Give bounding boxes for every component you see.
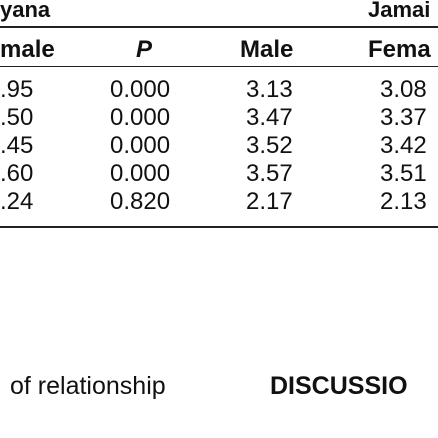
table-cell: .45 (0, 132, 34, 159)
group-header: yana (0, 0, 51, 22)
table-cell: 0.000 (110, 104, 171, 131)
table-cell: .24 (0, 188, 34, 215)
rule (0, 226, 438, 228)
table-cell: .50 (0, 104, 34, 131)
rule (0, 66, 438, 67)
table-cell: 3.51 (380, 160, 427, 187)
group-header: Jamai (368, 0, 431, 22)
section-heading: DISCUSSIO (270, 372, 408, 400)
rule (0, 26, 438, 28)
table-cell: 0.000 (110, 76, 171, 103)
table-cell: 2.17 (246, 188, 293, 215)
table-cell: 3.13 (246, 76, 293, 103)
table-cell: 3.37 (380, 104, 427, 131)
column-header: Male (240, 36, 294, 63)
table-cell: 0.000 (110, 160, 171, 187)
table-cell: .95 (0, 76, 34, 103)
table-cell: 2.13 (380, 188, 427, 215)
table-cell: .60 (0, 160, 34, 187)
table-cell: 0.820 (110, 188, 171, 215)
table-cell: 3.52 (246, 132, 293, 159)
table-cell: 0.000 (110, 132, 171, 159)
column-header: male (0, 36, 55, 63)
column-header: Fema (368, 36, 431, 63)
table-cell: 3.47 (246, 104, 293, 131)
column-header: P (136, 36, 153, 63)
table-cell: 3.42 (380, 132, 427, 159)
body-text: of relationship (10, 372, 166, 400)
table-cell: 3.57 (246, 160, 293, 187)
table-cell: 3.08 (380, 76, 427, 103)
